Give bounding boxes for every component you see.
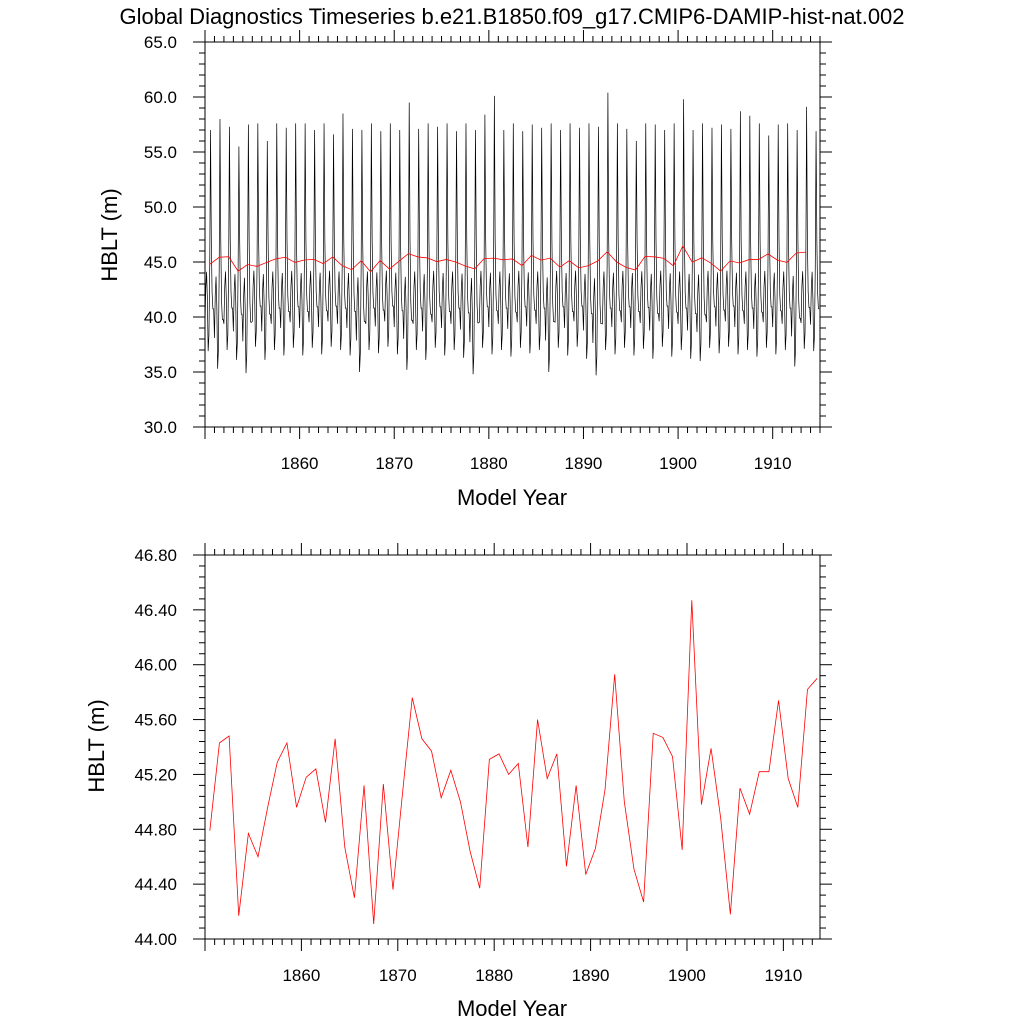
panel0-x-tick-label: 1890 [565, 454, 603, 473]
panel0-x-tick-label: 1910 [754, 454, 792, 473]
panel1-y-tick-label: 45.20 [134, 765, 177, 784]
panel0-y-tick-label: 45.0 [144, 253, 177, 272]
figure-title: Global Diagnostics Timeseries b.e21.B185… [119, 4, 904, 29]
panel0-annual-series-line [209, 244, 806, 273]
panel1-x-tick-label: 1880 [475, 966, 513, 985]
panel1-y-tick-label: 44.80 [134, 820, 177, 839]
panel0-y-tick-label: 60.0 [144, 88, 177, 107]
panel1-x-tick-label: 1900 [668, 966, 706, 985]
panel1-y-tick-label: 46.40 [134, 601, 177, 620]
panel1-y-tick-label: 45.60 [134, 711, 177, 730]
monthly-and-annual-hblt-panel: HBLT (m) Model Year 1860 1870 1880 1890 1900… [97, 30, 832, 510]
annual-hblt-panel: HBLT (m) Model Year 1860 1870 1880 1890 1900… [84, 543, 832, 1021]
panel0-y-tick-label: 35.0 [144, 363, 177, 382]
panel1-y-tick-label: 46.00 [134, 656, 177, 675]
panel1-plot-frame [204, 554, 821, 940]
panel1-x-tick-label: 1870 [379, 966, 417, 985]
panel0-plot-frame [204, 41, 821, 428]
panel0-x-tick-label: 1860 [281, 454, 319, 473]
panel0-monthly-series-line [204, 92, 820, 376]
panel1-x-tick-label: 1890 [572, 966, 610, 985]
panel0-x-tick-label: 1880 [470, 454, 508, 473]
panel-top-y-axis-label: HBLT (m) [97, 188, 122, 281]
panel0-x-tick-label: 1870 [375, 454, 413, 473]
panel0-y-tick-label: 30.0 [144, 418, 177, 437]
panel1-x-tick-label: 1860 [282, 966, 320, 985]
panel1-x-tick-label: 1910 [764, 966, 802, 985]
panel0-y-tick-label: 50.0 [144, 198, 177, 217]
panel-bottom-x-axis-label: Model Year [457, 996, 567, 1021]
panel0-y-tick-label: 65.0 [144, 33, 177, 52]
panel0-y-tick-label: 40.0 [144, 308, 177, 327]
panel-bottom-y-axis-label: HBLT (m) [84, 699, 109, 792]
panel1-y-tick-label: 44.00 [134, 930, 177, 949]
panel1-annual-series-line [209, 600, 818, 924]
panel-top-x-axis-label: Model Year [457, 485, 567, 510]
panel0-y-tick-label: 55.0 [144, 143, 177, 162]
panel1-y-tick-label: 44.40 [134, 875, 177, 894]
panel0-x-tick-label: 1900 [659, 454, 697, 473]
panel1-y-tick-label: 46.80 [134, 546, 177, 565]
